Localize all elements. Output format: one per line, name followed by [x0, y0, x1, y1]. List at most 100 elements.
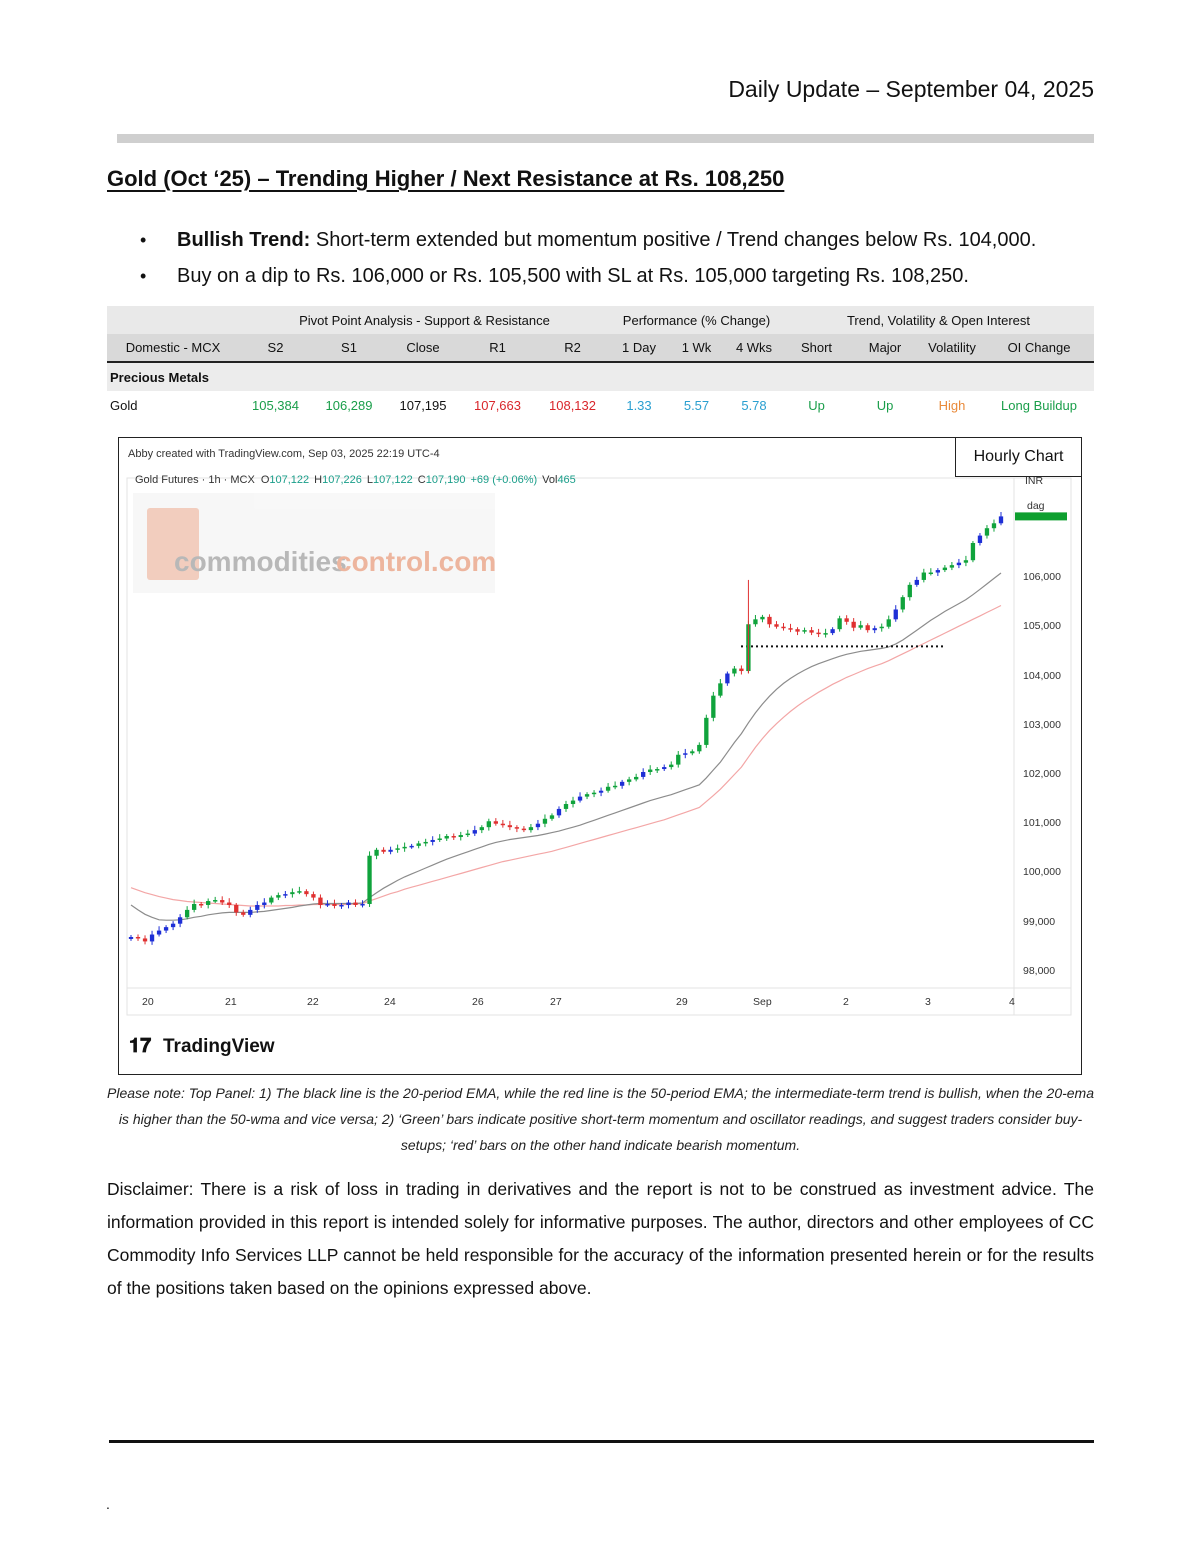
watermark: commodities control.com [133, 493, 496, 593]
candle-body [353, 902, 358, 905]
candle-body [949, 565, 955, 568]
candle-body [142, 938, 148, 942]
candle-body [472, 830, 477, 834]
candle-body [767, 616, 772, 625]
candle-body [774, 624, 779, 627]
candle-body [199, 903, 204, 906]
cell-s2: 105,384 [252, 397, 299, 413]
candle-body [942, 567, 948, 571]
x-tick-label: 22 [307, 996, 319, 1008]
candle-body [823, 633, 828, 635]
section-row: Precious Metals [107, 362, 1094, 391]
candle-body [507, 825, 513, 828]
footer-mark: . [106, 1496, 110, 1512]
candle-body [563, 804, 569, 809]
x-tick-label: 3 [925, 996, 931, 1008]
candle-body [739, 668, 744, 672]
ohlc-change: +69 (+0.06%) [470, 474, 537, 486]
candle-body [542, 818, 548, 824]
ohlc-volume: 465 [557, 474, 575, 486]
candle-body [732, 668, 737, 674]
candle-body [977, 535, 983, 543]
y-tick-label: 105,000 [1023, 620, 1061, 632]
col-header: 1 Day [610, 334, 668, 363]
report-title: Gold (Oct ‘25) – Trending Higher / Next … [107, 166, 785, 191]
candle-body [984, 528, 990, 536]
candle-body [262, 902, 267, 905]
table-row: Gold 105,384 106,289 107,195 107,663 108… [107, 391, 1094, 419]
bullet-body: Short-term extended but momentum positiv… [310, 229, 1037, 251]
candle-body [900, 597, 905, 610]
cell-1wk: 5.57 [683, 397, 710, 413]
y-tick-label: 106,000 [1023, 571, 1061, 583]
ohlc-high: 107,226 [322, 474, 362, 486]
candle-body [339, 904, 344, 907]
pivot-table: Pivot Point Analysis - Support & Resista… [107, 306, 1094, 419]
ema50-line [130, 604, 1002, 907]
candle-body [584, 794, 590, 797]
bullet-dot: • [140, 230, 147, 250]
candle-body [612, 785, 618, 788]
candle-body [893, 609, 898, 620]
x-tick-label: 24 [384, 996, 396, 1008]
candle-body [437, 838, 442, 840]
chart-svg: commodities control.com Abby created wit… [126, 448, 1072, 1057]
candle-body [858, 625, 863, 628]
candle-body [325, 903, 330, 906]
candle-body [998, 516, 1004, 524]
candle-body [135, 936, 141, 939]
candle-body [605, 786, 611, 791]
bullet-bold: Bullish Trend: [177, 229, 311, 251]
group-header-performance: Performance (% Change) [610, 306, 783, 334]
y-tick-label: 102,000 [1023, 768, 1061, 780]
unit-label: dag [1027, 500, 1045, 512]
candle-body [346, 902, 351, 905]
chart-legend-line: Gold Futures · 1h · MCX O107,122 H107,226 L… [135, 474, 576, 486]
cell-major: Up [876, 397, 894, 413]
candle-body [704, 717, 709, 745]
candle-body [318, 897, 323, 905]
group-header-row: Pivot Point Analysis - Support & Resista… [107, 306, 1094, 334]
cell-r1: 107,663 [474, 397, 521, 413]
candle-body [879, 626, 884, 629]
group-header-pivot: Pivot Point Analysis - Support & Resista… [239, 306, 610, 334]
ohlc-h-label: H [314, 474, 322, 486]
candle-body [963, 560, 969, 563]
watermark-text-a: commodities [174, 546, 347, 577]
x-tick-label: 27 [550, 996, 562, 1008]
y-tick-label: 99,000 [1023, 916, 1055, 928]
candle-body [914, 579, 919, 585]
y-tick-label: 104,000 [1023, 670, 1061, 682]
candle-body [416, 843, 421, 846]
candle-body [227, 902, 232, 905]
candle-body [276, 895, 281, 898]
candle-body [795, 629, 800, 632]
candle-body [500, 823, 506, 826]
ohlc-o-label: O [261, 474, 270, 486]
candle-body [458, 835, 463, 838]
candle-body [690, 751, 695, 754]
candle-body [872, 628, 877, 631]
candle-body [683, 753, 688, 755]
bullet-text: Bullish Trend: Short-term extended but m… [177, 222, 1036, 258]
candle-body [802, 630, 807, 632]
candle-body [921, 572, 926, 580]
col-header: Short [783, 334, 850, 363]
bullet-item: • Bullish Trend: Short-term extended but… [140, 222, 1036, 258]
time-axis: 20 21 22 24 26 27 29 Sep 2 3 4 [142, 996, 1015, 1008]
cell-oi-change: Long Buildup [1001, 397, 1077, 413]
candle-body [486, 821, 491, 828]
candle-body [556, 808, 562, 816]
candle-body [928, 572, 933, 575]
currency-label: INR [1025, 475, 1044, 487]
bullet-item: • Buy on a dip to Rs. 106,000 or Rs. 105… [140, 258, 1036, 294]
ohlc-vol-label: Vol [542, 474, 557, 486]
candle-body [935, 570, 941, 573]
candle-body [367, 855, 372, 904]
y-tick-label: 101,000 [1023, 817, 1061, 829]
candle-body [697, 744, 702, 752]
col-header: Domestic - MCX [107, 334, 239, 363]
candle-body [311, 894, 316, 898]
cell-volatility: High [938, 397, 966, 413]
chart-note: Please note: Top Panel: 1) The black lin… [107, 1085, 1095, 1153]
